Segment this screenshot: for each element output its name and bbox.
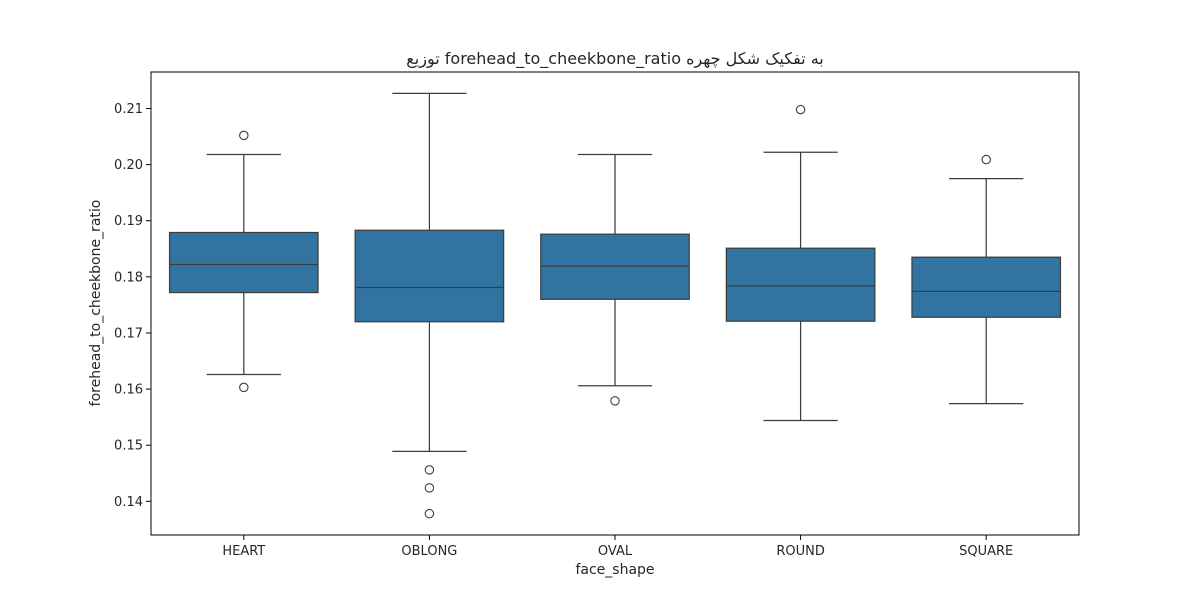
y-tick-label: 0.21: [114, 102, 143, 117]
outlier-point: [239, 130, 249, 141]
x-tick-label: SQUARE: [959, 544, 1013, 559]
box-iqr: [354, 229, 505, 323]
outlier-point: [424, 465, 435, 475]
box-group-square: [911, 154, 1062, 405]
chart-title: توزیع forehead_to_cheekbone_ratio به تفک…: [406, 49, 823, 69]
y-tick-label: 0.19: [114, 214, 143, 229]
y-tick-label: 0.18: [114, 270, 143, 285]
y-axis: 0.14 0.15 0.16 0.17 0.18 0.19 0.20 0.21: [114, 102, 151, 510]
x-axis: HEART OBLONG OVAL ROUND SQUARE: [222, 535, 1013, 559]
box-group-oval: [540, 153, 690, 406]
y-tick-label: 0.16: [114, 383, 143, 398]
x-tick-label: ROUND: [776, 544, 825, 559]
x-axis-title: face_shape: [575, 562, 654, 578]
box-group-round: [725, 104, 876, 422]
box-group-oblong: [354, 92, 505, 519]
outlier-point: [610, 396, 620, 406]
box-iqr: [725, 247, 876, 322]
outlier-point: [239, 382, 249, 393]
y-tick-label: 0.15: [114, 439, 143, 454]
plot-layer: [168, 92, 1062, 519]
y-tick-label: 0.20: [114, 158, 143, 173]
box-iqr: [911, 256, 1062, 318]
outlier-point: [424, 483, 435, 493]
y-axis-title: forehead_to_cheekbone_ratio: [88, 200, 104, 407]
outlier-point: [424, 508, 435, 519]
x-tick-label: OVAL: [598, 544, 633, 559]
x-tick-label: HEART: [222, 544, 265, 559]
box-iqr: [168, 231, 319, 294]
x-tick-label: OBLONG: [401, 544, 457, 559]
outlier-point: [795, 104, 806, 115]
box-group-heart: [168, 130, 319, 393]
outlier-point: [981, 154, 991, 165]
y-tick-label: 0.17: [114, 326, 143, 341]
y-tick-label: 0.14: [114, 495, 143, 510]
